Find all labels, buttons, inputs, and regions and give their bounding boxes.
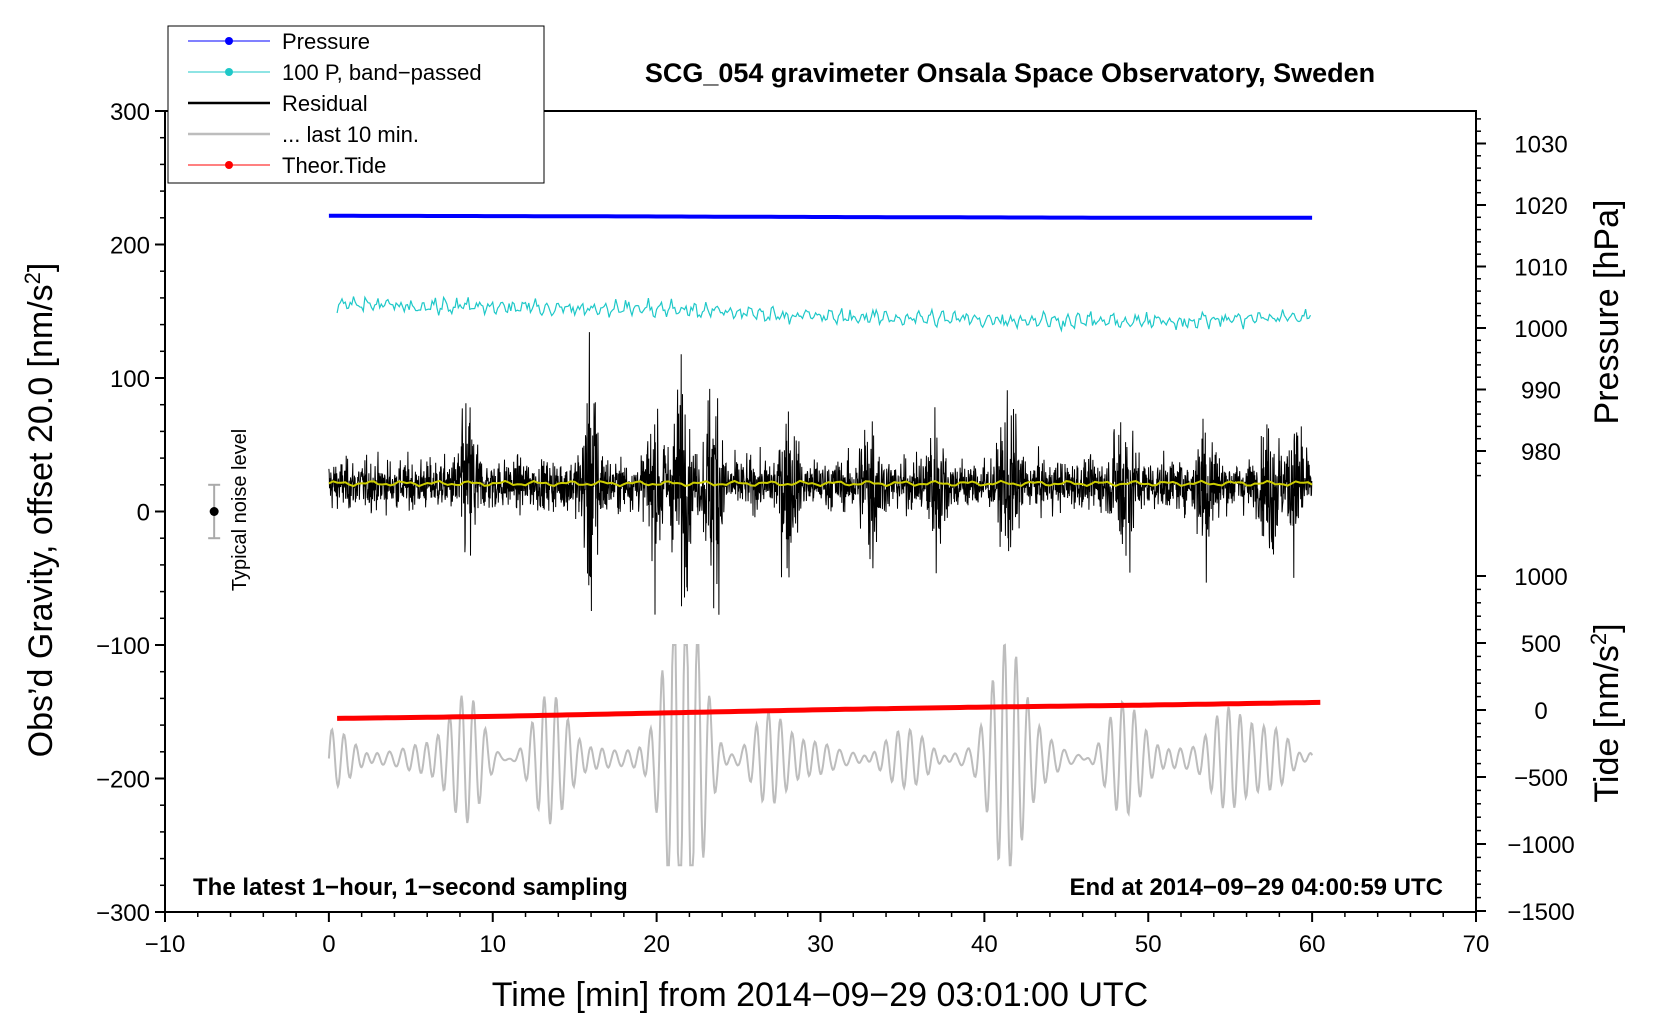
pressure-tick-label: 980 [1521,439,1561,466]
x-tick-label: 30 [807,931,834,958]
tide-tick-label: 500 [1521,631,1561,658]
legend-marker [225,37,233,45]
legend: Pressure 100 P, band−passed Residual ... la… [167,25,545,184]
x-tick-label: −10 [145,931,186,958]
y-axis-left-label-sup: 2 [20,272,45,284]
tide-tick-label: −1000 [1507,832,1574,859]
y-left-tick-label: 100 [110,366,150,393]
annotation-end-time: End at 2014−09−29 04:00:59 UTC [1069,874,1443,901]
legend-label: Pressure [282,29,370,54]
pressure-tick-label: 1010 [1514,255,1567,282]
legend-label: 100 P, band−passed [282,60,482,85]
y-axis-tide-label: Tide [nm/s2] [1586,623,1626,802]
x-axis-label: Time [min] from 2014−09−29 03:01:00 UTC [492,976,1148,1014]
tide-tick-label: 1000 [1514,564,1567,591]
tide-tick-label: 0 [1534,698,1547,725]
y-left-tick-label: −100 [96,633,150,660]
x-tick-label: 50 [1135,931,1162,958]
pressure-tick-label: 1030 [1514,132,1567,159]
x-tick-label: 10 [479,931,506,958]
series-residual-line [328,332,1313,615]
y-left-tick-label: −200 [96,767,150,794]
series-theor-tide-line [337,699,1321,721]
x-tick-label: 20 [643,931,670,958]
noise-center-dot [209,507,219,516]
legend-marker [225,68,233,76]
legend-label: Theor.Tide [282,153,386,178]
y-axis-tide-label-main: Tide [nm/s [1588,645,1626,802]
legend-label: ... last 10 min. [282,122,419,147]
ticks-layer: −10 0 10 20 30 40 50 60 703002001000−100−200−300… [96,99,1575,958]
series-last-10-min-line [327,643,1314,867]
x-tick-label: 70 [1463,931,1490,958]
legend-box [167,25,545,184]
series-layer [327,213,1321,867]
pressure-tick-label: 1020 [1514,193,1567,220]
tide-tick-label: −1500 [1507,899,1574,926]
y-left-tick-label: −300 [96,900,150,927]
tide-tick-label: −500 [1514,765,1568,792]
x-tick-label: 0 [322,931,335,958]
x-tick-label: 40 [971,931,998,958]
annotation-sampling: The latest 1−hour, 1−second sampling [193,874,628,901]
pressure-tick-label: 990 [1521,378,1561,405]
legend-marker [225,161,233,169]
pressure-tick-label: 1000 [1514,316,1567,343]
series-band-passed-line [336,295,1312,333]
series-pressure-line [328,213,1313,220]
y-left-tick-label: 300 [110,99,150,126]
noise-level-indicator: Typical noise level [208,429,251,591]
noise-level-label: Typical noise level [229,429,251,591]
legend-label: Residual [282,91,368,116]
y-axis-tide-label-sup: 2 [1586,633,1611,645]
y-axis-tide-label-end: ] [1588,623,1626,632]
y-left-tick-label: 0 [137,500,150,527]
chart-title: SCG_054 gravimeter Onsala Space Observat… [645,58,1375,88]
y-left-tick-label: 200 [110,233,150,260]
series-residual-smoothed-line [328,479,1313,488]
y-axis-left-label: Obs’d Gravity, offset 20.0 [nm/s2] [20,263,60,758]
y-axis-pressure-label: Pressure [hPa] [1588,200,1626,425]
x-tick-label: 60 [1299,931,1326,958]
y-axis-left-label-end: ] [22,263,60,272]
y-axis-left-label-main: Obs’d Gravity, offset 20.0 [nm/s [22,284,60,757]
